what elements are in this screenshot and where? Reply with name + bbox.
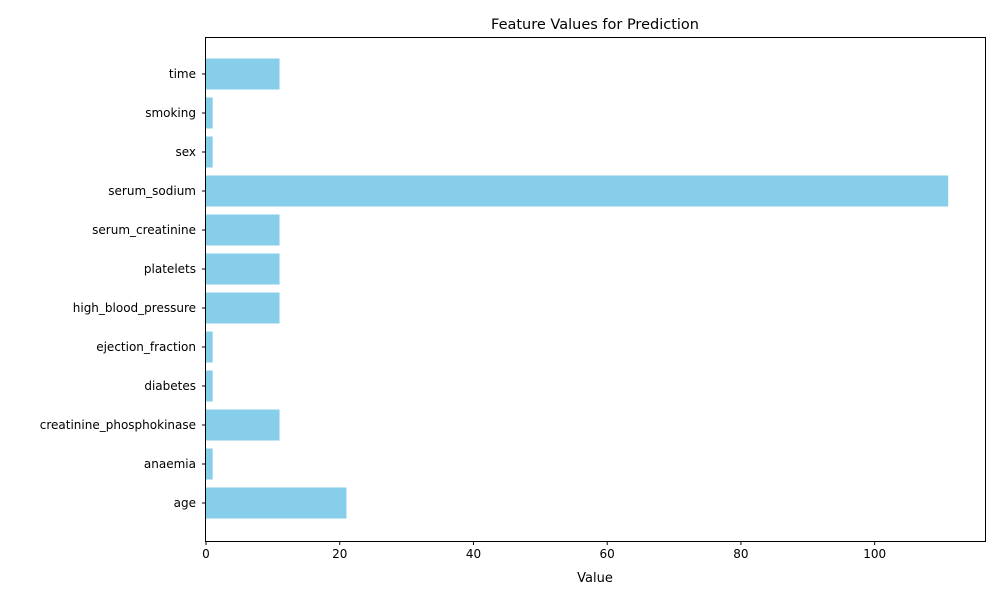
bar-time (206, 58, 280, 90)
x-tick-label: 20 (332, 547, 347, 561)
y-tick-label: sex (175, 145, 196, 159)
y-axis-ticks: age anaemia creatinine_phosphokinase diabet… (40, 67, 206, 510)
x-tick-label: 100 (863, 547, 886, 561)
bars (206, 58, 949, 519)
plot-frame (205, 37, 986, 542)
x-tick-label: 80 (733, 547, 748, 561)
bar-anaemia (206, 448, 213, 480)
x-axis-ticks: 0 20 40 60 80 100 (202, 541, 886, 561)
bar-age (206, 487, 347, 519)
y-tick-label: smoking (145, 106, 196, 120)
bar-serum-creatinine (206, 214, 280, 246)
y-tick-label: age (174, 496, 196, 510)
bar-creatinine-phosphokinase (206, 409, 280, 441)
chart-title: Feature Values for Prediction (491, 17, 699, 33)
bar-serum-sodium (206, 175, 949, 207)
x-tick-label: 0 (202, 547, 210, 561)
y-tick-label: high_blood_pressure (73, 301, 196, 315)
bar-platelets (206, 253, 280, 285)
y-tick-label: time (169, 67, 196, 81)
bar-high-blood-pressure (206, 292, 280, 324)
bar-diabetes (206, 370, 213, 402)
x-tick-label: 60 (600, 547, 615, 561)
bar-ejection-fraction (206, 331, 213, 363)
y-tick-label: serum_creatinine (92, 223, 196, 237)
y-tick-label: ejection_fraction (96, 340, 196, 354)
x-axis-label: Value (577, 571, 613, 586)
bar-smoking (206, 97, 213, 129)
y-tick-label: diabetes (144, 379, 196, 393)
y-tick-label: anaemia (144, 457, 196, 471)
bar-sex (206, 136, 213, 168)
x-tick-label: 40 (466, 547, 481, 561)
y-tick-label: creatinine_phosphokinase (40, 418, 196, 432)
y-tick-label: platelets (144, 262, 196, 276)
y-tick-label: serum_sodium (108, 184, 196, 198)
